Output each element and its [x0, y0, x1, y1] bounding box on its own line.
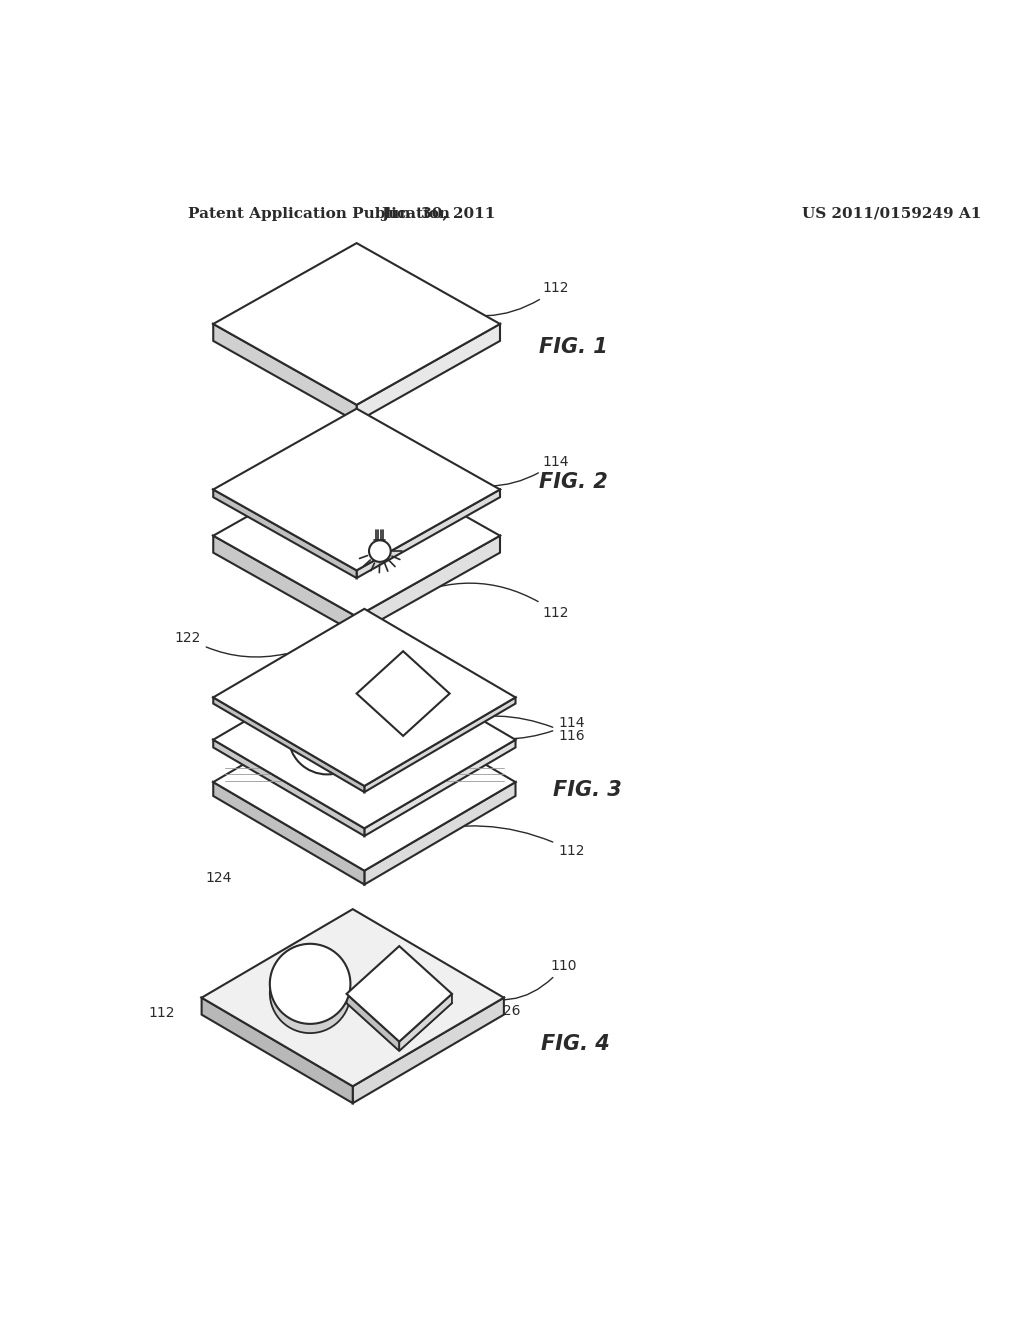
- Text: FIG. 2: FIG. 2: [539, 471, 607, 492]
- Polygon shape: [356, 536, 500, 634]
- Polygon shape: [365, 697, 515, 792]
- Text: 120: 120: [394, 569, 420, 583]
- Polygon shape: [213, 323, 356, 422]
- Text: 112: 112: [402, 583, 569, 619]
- Polygon shape: [399, 994, 452, 1051]
- Text: 130: 130: [401, 523, 428, 537]
- Polygon shape: [213, 739, 365, 836]
- Ellipse shape: [270, 953, 350, 1034]
- Polygon shape: [365, 781, 515, 884]
- Polygon shape: [352, 998, 504, 1104]
- Polygon shape: [213, 243, 500, 405]
- Text: 126: 126: [428, 998, 521, 1018]
- Polygon shape: [213, 490, 356, 578]
- Text: 112: 112: [148, 1006, 174, 1020]
- Ellipse shape: [369, 540, 391, 562]
- Polygon shape: [346, 946, 452, 1041]
- Polygon shape: [346, 994, 399, 1051]
- Polygon shape: [202, 998, 352, 1104]
- Text: FIG. 4: FIG. 4: [541, 1034, 610, 1053]
- Polygon shape: [213, 781, 365, 884]
- Polygon shape: [346, 956, 452, 1051]
- Polygon shape: [213, 409, 500, 570]
- Text: 118: 118: [341, 539, 368, 552]
- Text: 116: 116: [442, 715, 585, 743]
- Polygon shape: [213, 693, 515, 871]
- Text: 114: 114: [438, 455, 569, 486]
- Polygon shape: [213, 536, 356, 634]
- Text: 114: 114: [458, 717, 585, 739]
- Polygon shape: [213, 455, 500, 616]
- Polygon shape: [356, 323, 500, 422]
- Text: FIG. 1: FIG. 1: [539, 337, 607, 356]
- Polygon shape: [213, 609, 515, 785]
- Ellipse shape: [289, 697, 366, 775]
- Text: Patent Application Publication: Patent Application Publication: [188, 207, 451, 220]
- Text: FIG. 3: FIG. 3: [553, 780, 622, 800]
- Text: 112: 112: [413, 826, 585, 858]
- Text: Jun. 30, 2011: Jun. 30, 2011: [381, 207, 496, 220]
- Polygon shape: [356, 490, 500, 578]
- Text: 124: 124: [206, 871, 231, 886]
- Polygon shape: [202, 909, 504, 1086]
- Ellipse shape: [270, 944, 350, 1024]
- Polygon shape: [213, 697, 365, 792]
- Text: 122: 122: [174, 631, 286, 657]
- Polygon shape: [213, 651, 515, 829]
- Polygon shape: [356, 651, 450, 737]
- Text: 110: 110: [461, 958, 577, 999]
- Text: US 2011/0159249 A1: US 2011/0159249 A1: [802, 207, 982, 220]
- Text: 112: 112: [431, 281, 569, 315]
- Polygon shape: [365, 739, 515, 836]
